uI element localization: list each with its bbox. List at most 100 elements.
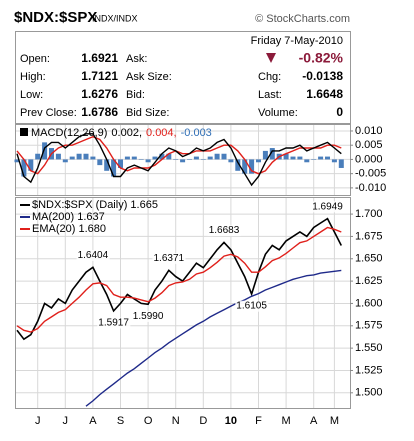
x-tick-label: O xyxy=(144,415,153,427)
series-line xyxy=(16,135,342,175)
legend-text: EMA(20) 1.680 xyxy=(32,223,106,235)
legend-text: -0.003 xyxy=(181,127,212,139)
histogram-bar xyxy=(62,159,68,163)
y-tick-label: 1.575 xyxy=(355,320,383,332)
histogram-bar xyxy=(200,159,206,160)
y-tick-label: 1.550 xyxy=(355,342,383,354)
y-tick-label: 0.010 xyxy=(355,125,383,137)
quote-label: Last: xyxy=(258,89,282,101)
histogram-bar xyxy=(83,153,89,160)
quote-label: Ask: xyxy=(126,53,147,65)
quote-value: 1.7121 xyxy=(81,69,118,83)
histogram-bar xyxy=(76,153,82,160)
quote-label: Low: xyxy=(20,89,43,101)
symbol-title: $NDX:$SPX xyxy=(14,9,97,26)
histogram-bar xyxy=(180,159,186,163)
histogram-bar xyxy=(69,156,75,160)
histogram-bar xyxy=(104,159,110,171)
x-tick-label: M xyxy=(282,415,291,427)
quote-label: Volume: xyxy=(258,107,298,119)
histogram-bar xyxy=(131,156,137,160)
histogram-bar xyxy=(221,153,227,160)
price-annotation: 1.6371 xyxy=(154,253,185,264)
histogram-bar xyxy=(166,153,172,160)
histogram-bar xyxy=(318,156,324,160)
histogram-bar xyxy=(256,159,261,163)
histogram-bar xyxy=(124,156,130,160)
histogram-bar xyxy=(228,159,234,163)
legend-text: MA(200) 1.637 xyxy=(32,211,105,223)
annotation-box xyxy=(235,300,269,312)
y-tick-label: 0.000 xyxy=(355,153,383,165)
histogram-bar xyxy=(297,156,303,160)
y-tick-label: 1.700 xyxy=(355,208,383,220)
quote-label: Bid Size: xyxy=(126,107,169,119)
legend-swatch xyxy=(20,128,28,136)
price-annotation: 1.5990 xyxy=(133,311,164,322)
y-tick-label: 0.005 xyxy=(355,139,383,151)
y-tick-label: 1.675 xyxy=(355,230,383,242)
legend-text: $NDX:$SPX (Daily) 1.665 xyxy=(32,199,158,211)
histogram-bar xyxy=(283,153,289,160)
histogram-bar xyxy=(159,153,165,160)
x-tick-label: J xyxy=(63,415,69,427)
x-tick-label: A xyxy=(89,415,97,427)
annotation-box xyxy=(76,249,110,261)
histogram-bar xyxy=(21,159,27,177)
x-tick-label: J xyxy=(35,415,41,427)
annotation-box xyxy=(207,225,241,237)
x-tick-label: 10 xyxy=(225,415,237,427)
histogram-bar xyxy=(269,148,275,160)
annotation-box xyxy=(311,201,345,213)
histogram-bar xyxy=(111,159,117,177)
histogram-bar xyxy=(311,159,317,160)
histogram-bar xyxy=(242,159,248,174)
histogram-bar xyxy=(325,156,330,160)
quote-date: Friday 7-May-2010 xyxy=(251,35,343,47)
quote-value: 0 xyxy=(336,105,343,119)
quote-value: 1.6786 xyxy=(81,105,118,119)
histogram-bar xyxy=(118,159,123,168)
quote-label: Bid: xyxy=(126,89,145,101)
copyright: © StockCharts.com xyxy=(255,13,350,25)
quote-value: 1.6648 xyxy=(306,87,343,101)
histogram-bar xyxy=(97,159,103,166)
x-tick-label: A xyxy=(310,415,318,427)
histogram-bar xyxy=(193,156,199,160)
x-tick-label: F xyxy=(255,415,262,427)
price-annotation: 1.6683 xyxy=(209,225,240,236)
histogram-bar xyxy=(138,159,144,160)
y-tick-label: -0.010 xyxy=(355,182,386,194)
series-line xyxy=(16,217,343,341)
price-annotation: 1.6105 xyxy=(236,301,267,312)
quote-change: -0.82% xyxy=(299,50,344,66)
histogram-bar xyxy=(304,159,310,163)
y-tick-label: 1.650 xyxy=(355,253,383,265)
price-annotation: 1.6949 xyxy=(312,201,343,212)
quote-label: Prev Close: xyxy=(20,107,77,119)
x-tick-label: D xyxy=(199,415,207,427)
histogram-bar xyxy=(235,159,241,171)
legend-text: 0.002, xyxy=(111,127,142,139)
histogram-bar xyxy=(145,159,151,163)
histogram-bar xyxy=(187,159,192,160)
histogram-bar xyxy=(290,156,296,160)
histogram-bar xyxy=(338,159,344,168)
histogram-bar xyxy=(173,159,179,160)
quote-value: 1.6921 xyxy=(81,51,118,65)
price-annotation: 1.6404 xyxy=(78,250,109,261)
annotation-box xyxy=(131,310,165,322)
histogram-bar xyxy=(35,153,41,160)
quote-label: Open: xyxy=(20,53,50,65)
legend-text: MACD(12,26,9) xyxy=(31,127,107,139)
histogram-bar xyxy=(331,159,337,163)
histogram-bar xyxy=(214,153,220,160)
histogram-bar xyxy=(90,156,96,160)
histogram-bar xyxy=(152,156,158,160)
exchange: INDX/INDX xyxy=(92,13,138,23)
quote-box xyxy=(15,31,351,124)
histogram-bar xyxy=(14,159,20,163)
quote-value: -0.0138 xyxy=(302,69,343,83)
histogram-bar xyxy=(262,150,268,160)
